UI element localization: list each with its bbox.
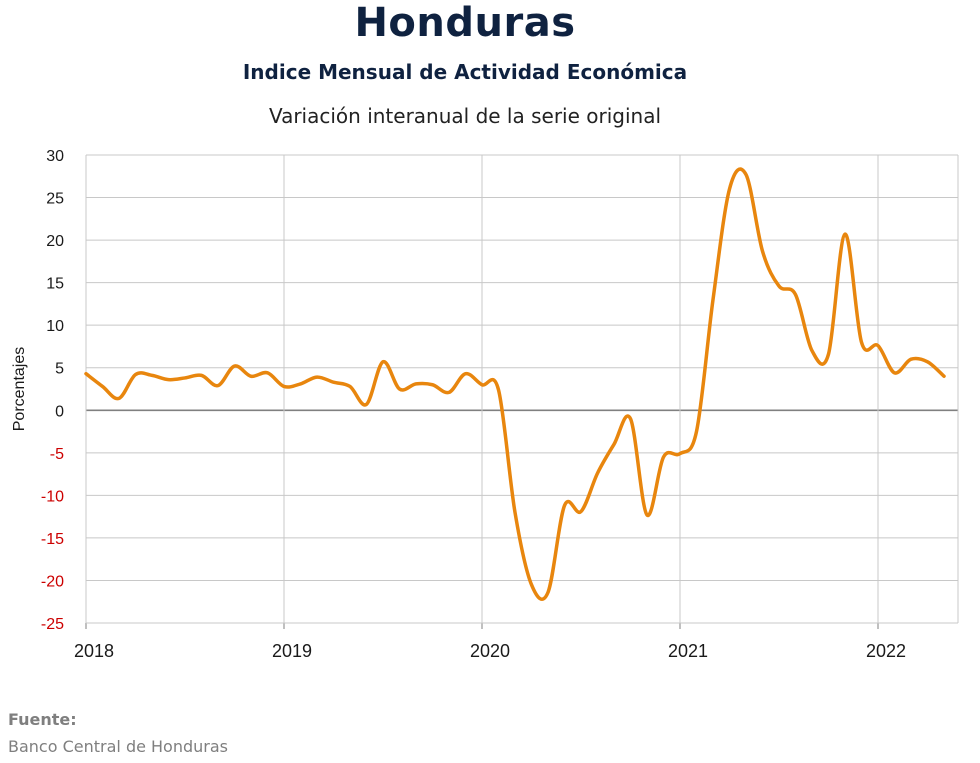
y-tick-label: 10 <box>46 318 64 335</box>
series-line <box>84 167 946 602</box>
x-tick-label: 2018 <box>74 641 114 661</box>
line-chart: 30 25 20 15 10 5 0 -5 -10 -15 -20 -25 2018 2019 2020 20… <box>11 148 959 661</box>
y-tick-label: 5 <box>55 361 64 378</box>
y-tick-label: -15 <box>41 531 64 548</box>
x-tick-label: 2020 <box>470 641 510 661</box>
y-axis-label: Porcentajes <box>11 347 28 432</box>
y-tick-label: -25 <box>41 616 64 633</box>
y-tick-label: 25 <box>46 191 64 208</box>
y-tick-label: 0 <box>55 403 64 420</box>
chart-title: Honduras <box>354 0 576 46</box>
y-tick-label: -5 <box>50 446 64 463</box>
y-tick-label: -10 <box>41 488 64 505</box>
x-tick-label: 2021 <box>668 641 708 661</box>
y-tick-label: 15 <box>46 276 64 293</box>
y-tick-label: 30 <box>46 148 64 165</box>
series-layer <box>84 167 946 602</box>
source-label: Fuente: <box>8 710 77 729</box>
source-text: Banco Central de Honduras <box>8 737 228 756</box>
x-tick-label: 2019 <box>272 641 312 661</box>
y-tick-label: 20 <box>46 233 64 250</box>
chart-subtitle-secondary: Variación interanual de la serie origina… <box>268 104 662 128</box>
y-tick-label: -20 <box>41 573 64 590</box>
axis-labels: 30 25 20 15 10 5 0 -5 -10 -15 -20 -25 2018 2019 2020 20… <box>41 148 906 661</box>
chart-subtitle: Indice Mensual de Actividad Económica <box>242 60 688 84</box>
x-tick-label: 2022 <box>866 641 906 661</box>
